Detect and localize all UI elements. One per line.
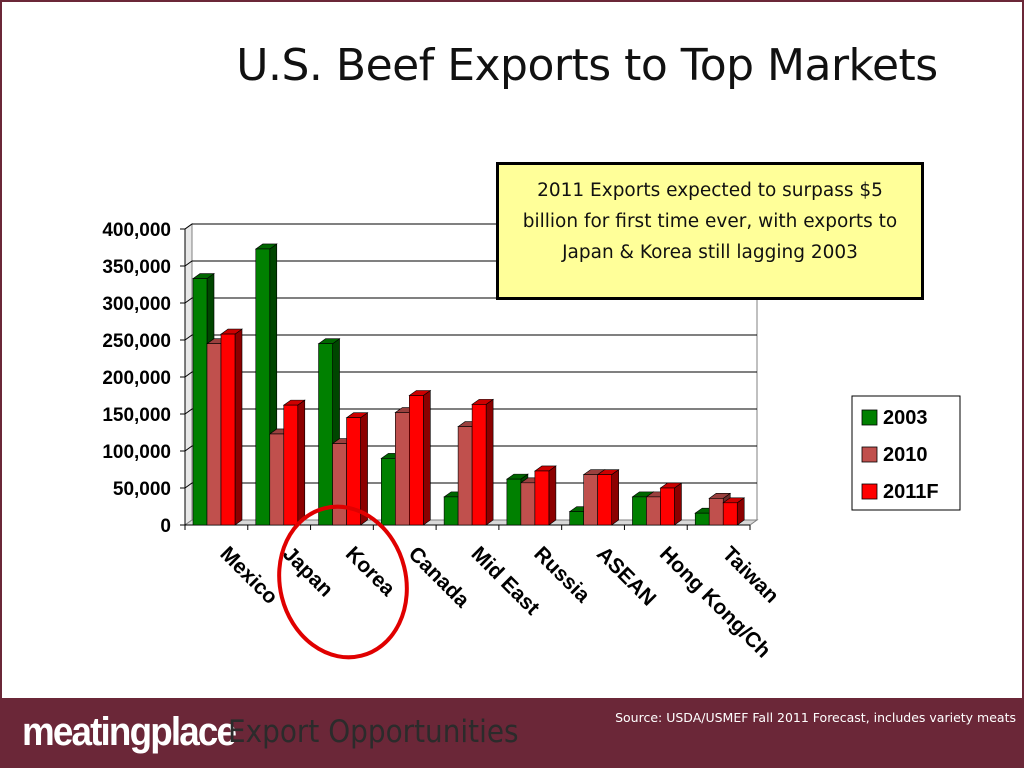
- gridline: [184, 334, 757, 341]
- footer-bar: meatingplace Export Opportunities Source…: [2, 698, 1022, 766]
- y-tick-label: 50,000: [113, 479, 171, 500]
- bar-2011F-mid-east: [471, 404, 487, 526]
- gridline: [184, 445, 757, 452]
- bar-2010-taiwan: [708, 498, 724, 526]
- x-tick-label: Hong Kong/Ch: [655, 542, 775, 662]
- bar-2003-mexico: [192, 278, 208, 526]
- legend-label: 2011F: [883, 481, 939, 503]
- bar-2010-canada: [395, 412, 410, 526]
- bar-side: [297, 399, 306, 526]
- bar-2010-mid-east: [457, 426, 473, 526]
- bar-2010-japan: [269, 433, 285, 526]
- bar-2010-hong-kong-ch: [646, 496, 661, 526]
- bar-side: [360, 412, 368, 526]
- bar-2011F-taiwan: [722, 502, 738, 526]
- bar-2003-hong-kong-ch: [632, 496, 647, 526]
- bar-2003-russia: [506, 478, 522, 526]
- bar-2010-asean: [583, 474, 598, 526]
- gridline: [184, 482, 757, 489]
- bar-2011F-mexico: [220, 333, 236, 526]
- legend-swatch-2003: [861, 409, 878, 426]
- brand-logo-text: meatingplace: [22, 710, 237, 754]
- bar-2003-mid-east: [443, 496, 459, 526]
- bar-2003-canada: [381, 458, 396, 526]
- y-tick-label: 150,000: [102, 405, 171, 426]
- y-tick-label: 300,000: [102, 294, 171, 315]
- beef-exports-chart: 400,000 350,000 300,000 250,000 200,000 150,0…: [102, 220, 961, 662]
- x-tick-label: Canada: [404, 542, 474, 612]
- bar-2010-mexico: [206, 343, 222, 526]
- y-tick-label: 350,000: [102, 257, 171, 278]
- gridline: [184, 408, 757, 415]
- y-tick-label: 400,000: [102, 220, 171, 241]
- bar-side: [234, 328, 243, 526]
- bar-2011F-canada: [409, 395, 424, 526]
- x-tick-label: Mexico: [215, 542, 282, 609]
- bar-side: [548, 465, 557, 526]
- bar-2011F-russia: [534, 470, 550, 526]
- bar-2010-russia: [520, 482, 536, 526]
- bar-2010-korea: [332, 443, 347, 526]
- y-tick-label: 250,000: [102, 331, 171, 352]
- bar-2003-taiwan: [694, 512, 710, 526]
- y-tick-label: 0: [160, 516, 171, 537]
- y-tick-label: 100,000: [102, 442, 171, 463]
- bar-2003-korea: [318, 343, 333, 526]
- legend-swatch-2011F: [861, 483, 878, 500]
- bar-2011F-japan: [283, 404, 299, 526]
- bar-2011F-korea: [346, 417, 361, 526]
- bar-2011F-hong-kong-ch: [660, 487, 675, 526]
- y-tick-label: 200,000: [102, 368, 171, 389]
- bar-side: [674, 482, 682, 526]
- bar-2011F-asean: [597, 474, 612, 526]
- section-title: Export Opportunities: [228, 714, 519, 750]
- source-note: Source: USDA/USMEF Fall 2011 Forecast, i…: [615, 710, 1016, 725]
- legend-swatch-2010: [861, 446, 878, 463]
- gridline: [184, 371, 757, 378]
- highlight-ellipse: [277, 504, 409, 660]
- x-tick-label: ASEAN: [592, 542, 660, 610]
- slide-title: U.S. Beef Exports to Top Markets: [236, 40, 938, 91]
- bar-side: [485, 398, 494, 526]
- x-tick-label: Korea: [341, 542, 400, 601]
- bar-2003-asean: [569, 511, 584, 526]
- bar-2003-japan: [255, 248, 271, 526]
- x-tick-label: Mid East: [467, 542, 544, 619]
- legend-label: 2010: [883, 444, 928, 466]
- bar-side: [423, 389, 431, 526]
- callout-box: 2011 Exports expected to surpass $5 bill…: [496, 162, 924, 300]
- x-tick-label: Japan: [278, 542, 337, 601]
- bar-side: [611, 469, 619, 526]
- legend-label: 2003: [883, 407, 928, 429]
